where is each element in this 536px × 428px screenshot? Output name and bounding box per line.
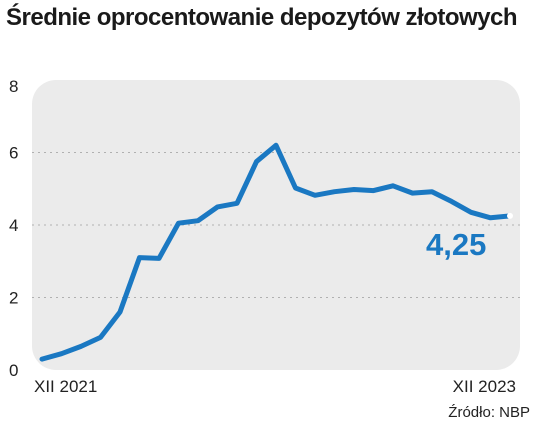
y-tick-label: 0 <box>9 361 18 380</box>
y-tick-label: 2 <box>9 289 18 308</box>
x-tick-label: XII 2021 <box>34 377 97 396</box>
last-data-point <box>507 212 513 219</box>
y-axis-ticks: 0 2 4 6 8 <box>9 77 18 380</box>
x-tick-label: XII 2023 <box>453 377 516 396</box>
chart-title: Średnie oprocentowanie depozytów złotowy… <box>6 4 518 31</box>
y-tick-label: 8 <box>9 77 18 96</box>
y-tick-label: 6 <box>9 144 18 163</box>
y-tick-label: 4 <box>9 216 18 235</box>
source-note: Źródło: NBP <box>448 404 530 421</box>
x-axis-ticks: XII 2021 XII 2023 <box>34 377 516 396</box>
last-value-callout: 4,25 <box>426 227 486 262</box>
series-line <box>39 142 513 362</box>
series-layer <box>39 142 513 362</box>
